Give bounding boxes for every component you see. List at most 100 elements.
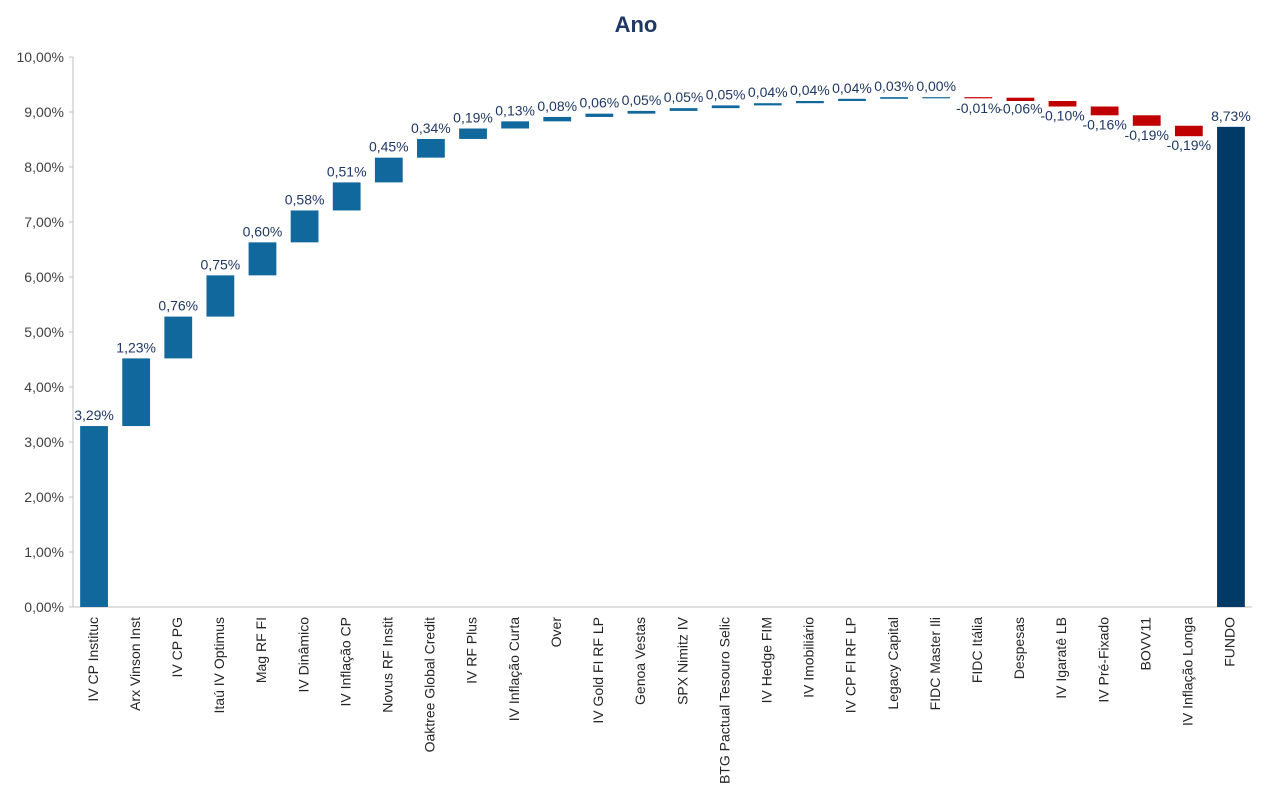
bar [711, 105, 740, 109]
data-label: 0,58% [285, 191, 325, 207]
bar [164, 316, 193, 359]
data-label: 0,04% [748, 84, 788, 100]
data-label: -0,06% [998, 101, 1042, 117]
chart-title: Ano [615, 12, 658, 37]
bar [1132, 115, 1161, 126]
bar [1006, 97, 1035, 101]
bar [122, 358, 151, 427]
y-tick-label: 1,00% [24, 544, 64, 560]
data-label: 0,03% [874, 78, 914, 94]
y-tick-label: 9,00% [24, 104, 64, 120]
y-tick-label: 8,00% [24, 159, 64, 175]
bar [964, 97, 993, 99]
y-tick-label: 3,00% [24, 434, 64, 450]
category-label: IV RF Plus [464, 617, 480, 684]
category-label: Oaktree Global Credit [422, 617, 438, 753]
category-labels-layer: IV CP Instituc Arx Vinson Inst IV CP PG Ita… [85, 616, 1238, 784]
data-label: 0,08% [537, 98, 577, 114]
data-label: -0,19% [1125, 127, 1169, 143]
data-label: 0,13% [495, 102, 535, 118]
data-label: 0,04% [790, 82, 830, 98]
bar [543, 116, 572, 122]
data-label: -0,19% [1167, 137, 1211, 153]
data-label: 0,04% [832, 80, 872, 96]
data-label: 0,76% [158, 298, 198, 314]
category-label: SPX Nimitz IV [674, 616, 690, 705]
y-tick-label: 7,00% [24, 214, 64, 230]
category-label: FUNDO [1222, 617, 1238, 667]
y-tick-label: 4,00% [24, 379, 64, 395]
category-label: IV Hedge FIM [758, 617, 774, 703]
bar [501, 121, 530, 129]
category-label: IV CP FI RF LP [843, 617, 859, 713]
category-label: Over [548, 617, 564, 648]
category-label: IV CP PG [169, 617, 185, 677]
category-label: FIDC Itália [969, 617, 985, 683]
bar [1217, 126, 1245, 607]
category-label: IV Imobiliário [801, 617, 817, 698]
category-label: FIDC Master Ili [927, 617, 943, 710]
data-label: 8,73% [1211, 108, 1251, 124]
category-label: Genoa Vestas [632, 617, 648, 705]
category-label: BTG Pactual Tesouro Selic [716, 617, 732, 784]
bars-layer [80, 97, 1245, 607]
data-label: 0,05% [706, 86, 746, 102]
bar [880, 97, 908, 99]
data-label: -0,01% [956, 100, 1000, 116]
data-label: 0,00% [916, 78, 956, 94]
y-tick-label: 5,00% [24, 324, 64, 340]
category-label: IV CP Instituc [85, 617, 101, 702]
bar [374, 157, 403, 183]
data-label: 0,05% [664, 89, 704, 105]
category-label: IV Inflação CP [337, 617, 353, 707]
category-label: IV Dinâmico [295, 617, 311, 693]
axis-layer: 0,00% 1,00% 2,00% 3,00% 4,00% 5,00% 6,00% 7,00%… [17, 49, 1252, 615]
category-label: Arx Vinson Inst [127, 617, 143, 711]
bar [290, 210, 319, 243]
data-label: 0,06% [579, 95, 619, 111]
category-label: Mag RF FI [253, 617, 269, 683]
bar [753, 103, 782, 106]
data-label: 0,75% [201, 256, 241, 272]
bar [1090, 106, 1119, 116]
data-label: -0,10% [1040, 108, 1084, 124]
bar [332, 182, 361, 211]
category-label: IV Igaratê LB [1053, 617, 1069, 699]
category-label: IV Inflação Curta [506, 617, 522, 721]
bar [248, 242, 277, 276]
category-label: IV Pré-Fixado [1095, 617, 1111, 703]
category-label: BOVV11 [1137, 617, 1153, 671]
y-tick-label: 0,00% [24, 599, 64, 615]
bar [206, 275, 235, 317]
category-label: Despesas [1011, 617, 1027, 679]
y-tick-label: 2,00% [24, 489, 64, 505]
data-label: 3,29% [74, 407, 114, 423]
data-label: 1,23% [116, 339, 156, 355]
category-label: IV Gold FI RF LP [590, 617, 606, 724]
bar [1048, 101, 1077, 107]
data-label: 0,45% [369, 139, 409, 155]
category-label: Itaú IV Optimus [211, 617, 227, 713]
data-label: 0,05% [622, 92, 662, 108]
bar [838, 98, 866, 101]
bar [1174, 125, 1203, 137]
bar [795, 101, 824, 104]
data-label: 0,19% [453, 110, 493, 126]
bar [417, 138, 445, 158]
data-labels-layer: 3,29% 1,23% 0,76% 0,75% 0,60%0,58%0,51%0,45%… [74, 78, 1251, 423]
category-label: IV Inflação Longa [1180, 617, 1196, 726]
data-label: 0,60% [243, 223, 283, 239]
category-label: Novus RF Instit [380, 617, 396, 713]
data-label: 0,34% [411, 120, 451, 136]
bar [459, 128, 487, 139]
bar [80, 426, 108, 607]
bar [922, 97, 951, 99]
bar [669, 108, 698, 111]
category-label: Legacy Capital [885, 617, 901, 710]
bar [627, 110, 656, 114]
data-label: 0,51% [327, 163, 367, 179]
y-tick-label: 6,00% [24, 269, 64, 285]
data-label: -0,16% [1082, 116, 1126, 132]
